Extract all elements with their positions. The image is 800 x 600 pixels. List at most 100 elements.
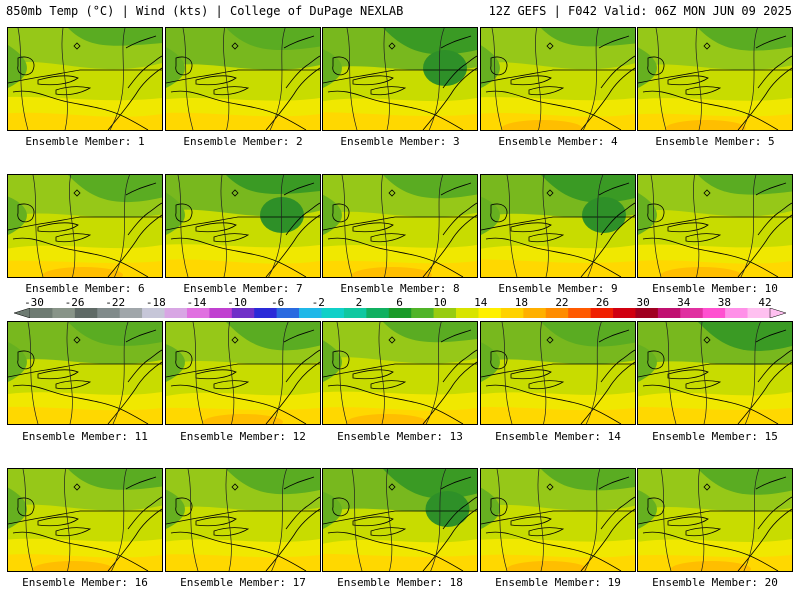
colorbar-segment	[388, 308, 412, 318]
model-run-valid-time: 12Z GEFS | F042 Valid: 06Z MON JUN 09 20…	[488, 4, 792, 18]
temperature-field-map	[638, 469, 792, 571]
colorbar-tick-label: -30	[24, 296, 44, 309]
ensemble-member-label: Ensemble Member: 13	[337, 430, 463, 443]
ensemble-member-label: Ensemble Member: 11	[22, 430, 148, 443]
colorbar-segment	[276, 308, 300, 318]
colorbar-segment	[568, 308, 591, 318]
ensemble-member-label: Ensemble Member: 15	[652, 430, 778, 443]
colorbar-tick-label: 26	[595, 296, 610, 309]
colorbar-min-arrow	[14, 308, 31, 318]
temperature-field-map	[638, 175, 792, 277]
colorbar-tick-label: -18	[145, 296, 166, 309]
colorbar-segment	[52, 308, 76, 318]
ensemble-member-label: Ensemble Member: 3	[340, 135, 460, 148]
temperature-field-map	[8, 469, 162, 571]
ensemble-member-label: Ensemble Member: 18	[337, 576, 463, 589]
colorbar-segment	[500, 308, 524, 318]
colorbar-tick-label: -14	[186, 296, 207, 309]
temperature-field-map	[638, 28, 792, 130]
ensemble-map-panel	[165, 27, 321, 131]
temperature-colorbar	[14, 308, 786, 318]
ensemble-map-panel	[480, 321, 636, 425]
temperature-field-map	[166, 28, 320, 130]
temperature-field-map	[8, 175, 162, 277]
colorbar-segment	[478, 308, 502, 318]
map-title: 850mb Temp (°C) | Wind (kts) | College o…	[6, 4, 404, 18]
ensemble-member-label: Ensemble Member: 9	[498, 282, 618, 295]
colorbar-tick-label: 10	[433, 296, 447, 309]
colorbar-tick-label: 30	[636, 296, 650, 309]
colorbar-segment	[433, 308, 457, 318]
ensemble-map-panel	[637, 174, 793, 278]
temperature-field-map	[481, 175, 635, 277]
ensemble-map-panel	[322, 468, 478, 572]
colorbar-segment	[97, 308, 120, 318]
ensemble-member-label: Ensemble Member: 19	[495, 576, 621, 589]
colorbar-segment	[299, 308, 322, 318]
colorbar-segment	[209, 308, 233, 318]
colorbar-segment	[635, 308, 659, 318]
colorbar-segment	[164, 308, 188, 318]
temperature-field-map	[638, 322, 792, 424]
colorbar-segment	[366, 308, 390, 318]
colorbar-tick-label: 14	[474, 296, 488, 309]
ensemble-map-panel	[165, 321, 321, 425]
colorbar-tick-label: 22	[555, 296, 569, 309]
colorbar-segment	[545, 308, 569, 318]
colorbar-segment	[456, 308, 479, 318]
colorbar-tick-label: 6	[396, 296, 403, 309]
ensemble-member-label: Ensemble Member: 12	[180, 430, 306, 443]
colorbar-tick-label: 2	[355, 296, 363, 309]
colorbar-tick-label: -26	[64, 296, 85, 309]
ensemble-map-panel	[480, 468, 636, 572]
colorbar-tick-label: 38	[717, 296, 731, 309]
colorbar-tick-label: 34	[677, 296, 691, 309]
ensemble-member-label: Ensemble Member: 20	[652, 576, 778, 589]
colorbar-segment	[702, 308, 726, 318]
temperature-field-map	[481, 322, 635, 424]
colorbar-segment	[321, 308, 345, 318]
ensemble-map-panel	[322, 321, 478, 425]
ensemble-member-label: Ensemble Member: 14	[495, 430, 621, 443]
ensemble-member-label: Ensemble Member: 16	[22, 576, 148, 589]
colorbar-segment	[30, 308, 53, 318]
temperature-field-map	[166, 175, 320, 277]
ensemble-member-label: Ensemble Member: 2	[183, 135, 303, 148]
colorbar-segment	[590, 308, 614, 318]
temperature-field-map	[481, 28, 635, 130]
ensemble-map-panel	[480, 27, 636, 131]
colorbar-tick-label: -22	[105, 296, 126, 309]
ensemble-member-label: Ensemble Member: 4	[498, 135, 618, 148]
colorbar-segment	[254, 308, 277, 318]
ensemble-map-panel	[7, 321, 163, 425]
temperature-field-map	[481, 469, 635, 571]
ensemble-map-panel	[637, 468, 793, 572]
colorbar-segment	[343, 308, 367, 318]
ensemble-map-panel	[165, 468, 321, 572]
colorbar-tick-label: -6	[271, 296, 285, 309]
colorbar-segment	[613, 308, 636, 318]
temperature-field-map	[8, 322, 162, 424]
colorbar-segment	[523, 308, 547, 318]
temperature-field-map	[166, 469, 320, 571]
colorbar-tick-label: -2	[311, 296, 325, 309]
colorbar-segment	[74, 308, 98, 318]
colorbar-tick-label: 42	[758, 296, 772, 309]
temperature-field-map	[8, 28, 162, 130]
ensemble-map-panel	[637, 27, 793, 131]
ensemble-map-panel	[637, 321, 793, 425]
ensemble-map-panel	[322, 27, 478, 131]
colorbar-max-arrow	[769, 308, 786, 318]
ensemble-member-label: Ensemble Member: 17	[180, 576, 306, 589]
ensemble-map-panel	[7, 27, 163, 131]
temperature-field-map	[166, 322, 320, 424]
ensemble-map-panel	[322, 174, 478, 278]
ensemble-map-panel	[7, 174, 163, 278]
ensemble-member-label: Ensemble Member: 8	[340, 282, 460, 295]
ensemble-map-panel	[165, 174, 321, 278]
ensemble-member-label: Ensemble Member: 1	[25, 135, 145, 148]
colorbar-segment	[231, 308, 255, 318]
colorbar-segment	[680, 308, 704, 318]
ensemble-member-label: Ensemble Member: 5	[655, 135, 775, 148]
ensemble-member-label: Ensemble Member: 7	[183, 282, 303, 295]
